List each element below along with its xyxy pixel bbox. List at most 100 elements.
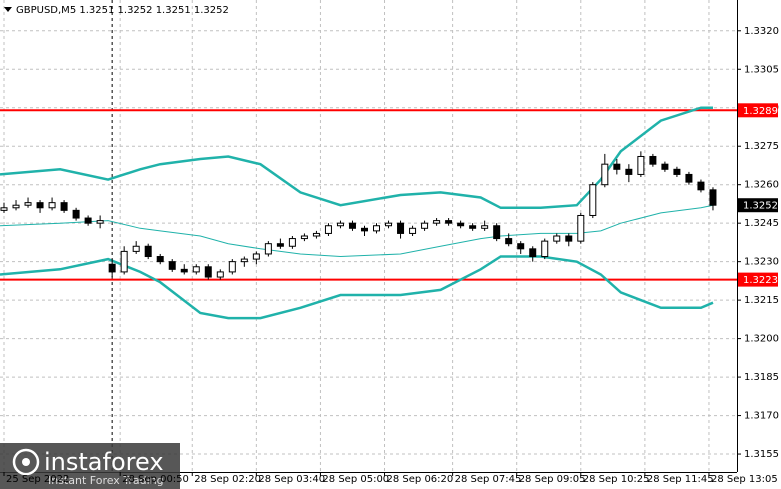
candle-body <box>397 222 405 234</box>
watermark-logo-dot <box>22 458 30 466</box>
y-tick-label: 1.3215 <box>744 295 779 306</box>
x-tick-label: 25 Sep 2022 <box>6 474 69 485</box>
y-tick-label: 1.3275 <box>744 141 779 152</box>
candle-body <box>192 266 200 273</box>
candle-body <box>589 184 597 216</box>
candle-body <box>276 243 284 247</box>
candle-body <box>445 220 453 224</box>
candle-body <box>697 181 705 191</box>
candle-body <box>517 243 525 250</box>
candle-body <box>96 220 104 224</box>
candle-body <box>601 163 609 186</box>
level-label: 1.3223 <box>743 275 778 286</box>
candle-body <box>385 222 393 227</box>
candle-body <box>264 243 272 255</box>
level-box <box>738 272 778 287</box>
candle-body <box>685 173 693 183</box>
candle-body <box>457 222 465 227</box>
candle-body <box>565 235 573 242</box>
y-tick-label: 1.3320 <box>744 26 779 37</box>
candle-body <box>481 225 489 229</box>
candle-body <box>661 163 669 170</box>
watermark-logo <box>12 448 40 476</box>
candle-body <box>216 271 224 278</box>
y-tick-label: 1.3200 <box>744 334 779 345</box>
candle-body <box>300 235 308 240</box>
candle-body <box>120 250 128 273</box>
x-tick-label: 28 Sep 07:45 <box>455 474 522 485</box>
candle-body <box>324 225 332 234</box>
x-tick-label: 28 Sep 10:25 <box>583 474 650 485</box>
candle-body <box>577 214 585 242</box>
candle-body <box>673 168 681 175</box>
y-tick-label: 1.3245 <box>744 218 779 229</box>
candle-body <box>613 163 621 170</box>
candle-body <box>84 217 92 224</box>
candle-body <box>348 222 356 229</box>
candle-body <box>60 202 68 211</box>
candle-body <box>48 202 56 209</box>
y-tick-label: 1.3170 <box>744 411 779 422</box>
current-price-label: 1.3252 <box>743 201 778 212</box>
candle-body <box>529 248 537 258</box>
y-tick-label: 1.3185 <box>744 372 779 383</box>
chart-title: GBPUSD,M5 1.3251 1.3252 1.3251 1.3252 <box>16 5 229 16</box>
candle-body <box>553 235 561 242</box>
watermark-name: instaforex <box>44 448 164 476</box>
y-tick-label: 1.3260 <box>744 180 779 191</box>
candle-body <box>409 227 417 234</box>
candle-body <box>493 225 501 240</box>
symbol-arrow <box>4 7 12 12</box>
candle-body <box>36 202 44 209</box>
candle-body <box>288 238 296 247</box>
candle-body <box>373 225 381 232</box>
candle-body <box>204 266 212 278</box>
candle-body <box>144 245 152 258</box>
watermark: instaforex Instant Forex Trading <box>0 443 180 489</box>
candle-body <box>625 168 633 175</box>
current-price-box <box>738 198 778 213</box>
x-tick-label: 28 Sep 05:00 <box>322 474 389 485</box>
candle-body <box>228 261 236 273</box>
candle-body <box>541 240 549 258</box>
candle-body <box>180 268 188 273</box>
x-tick-label: 28 Sep 13:05 <box>711 474 778 485</box>
bollinger-band <box>0 204 714 258</box>
candle-body <box>132 245 140 252</box>
y-tick-label: 1.3305 <box>744 64 779 75</box>
x-tick-label: 28 Sep 06:20 <box>387 474 454 485</box>
candle-body <box>312 232 320 237</box>
candle-body <box>505 238 513 245</box>
candle-body <box>24 202 32 206</box>
candle-body <box>156 256 164 263</box>
x-tick-label: 28 Sep 00:50 <box>122 474 189 485</box>
candle-body <box>240 258 248 263</box>
candle-body <box>433 220 441 224</box>
candle-body <box>649 155 657 165</box>
x-tick-label: 28 Sep 02:20 <box>194 474 261 485</box>
candle-body <box>0 207 8 211</box>
candle-body <box>72 209 80 219</box>
candle-body <box>12 204 20 209</box>
candle-body <box>336 222 344 227</box>
watermark-tagline: Instant Forex Trading <box>48 474 164 487</box>
x-tick-label: 28 Sep 03:40 <box>258 474 325 485</box>
y-tick-label: 1.3230 <box>744 257 779 268</box>
candle-body <box>637 155 645 175</box>
candle-body <box>168 261 176 270</box>
candle-body <box>421 222 429 229</box>
candle-body <box>709 189 717 206</box>
level-label: 1.3289 <box>743 106 778 117</box>
x-tick-label: 28 Sep 09:05 <box>519 474 586 485</box>
candle-body <box>469 225 477 229</box>
y-tick-label: 1.3155 <box>744 449 779 460</box>
level-box <box>738 103 778 118</box>
x-tick-label: 28 Sep 11:45 <box>647 474 714 485</box>
plot-area <box>0 0 737 472</box>
candle-body <box>108 263 116 273</box>
candle-body <box>252 253 260 260</box>
candle-body <box>360 227 368 232</box>
bollinger-band <box>0 106 713 210</box>
